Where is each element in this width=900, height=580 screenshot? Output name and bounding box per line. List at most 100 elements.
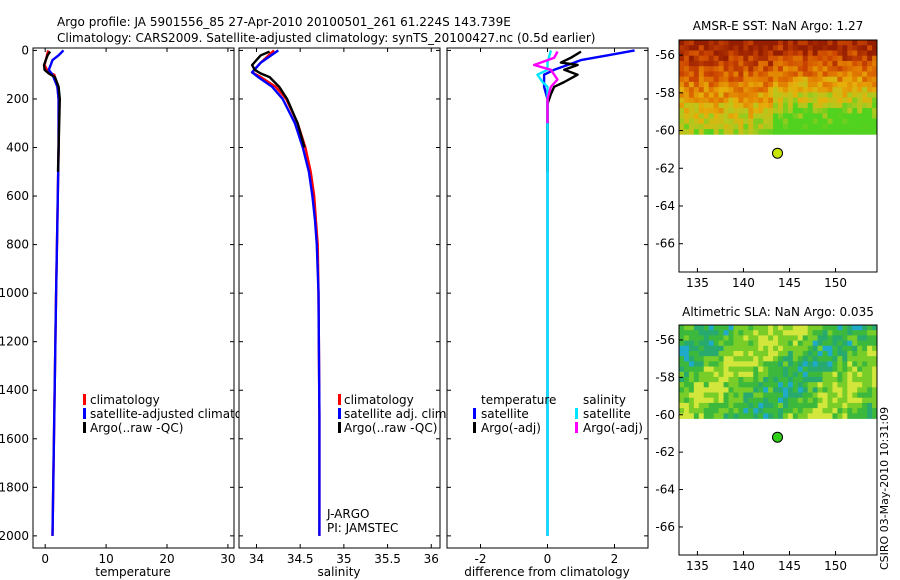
sst-map-cell — [733, 45, 739, 51]
sst-map-cell — [743, 123, 749, 130]
sla-map-cell — [787, 366, 794, 373]
sst-map-cell — [758, 60, 764, 67]
sst-map-cell — [847, 45, 853, 51]
sla-map-cell — [679, 402, 685, 409]
sst-map-cell — [792, 118, 799, 125]
sst-map-cell — [812, 113, 818, 119]
sla-map-cell — [807, 340, 814, 347]
sla-map-cell — [787, 371, 794, 378]
sst-map-cell — [723, 102, 729, 109]
sla-map-cell — [822, 382, 828, 388]
sla-map-cell — [837, 356, 843, 362]
sla-map-cell — [758, 382, 764, 388]
sla-map-cell — [698, 376, 705, 383]
sla-map-cell — [758, 366, 764, 373]
sst-map-cell — [683, 129, 690, 135]
sst-map-cell — [792, 102, 799, 109]
sla-map-cell — [753, 371, 759, 378]
sla-map-cell — [733, 413, 739, 419]
sst-map-cell — [728, 45, 734, 51]
sla-map-cell — [753, 413, 759, 419]
sst-map-cell — [827, 66, 833, 72]
sst-map-cell — [693, 60, 700, 67]
sst-map-cell — [773, 87, 779, 93]
sla-map-cell — [693, 366, 700, 373]
sla-map-cell — [862, 402, 868, 409]
sst-map-cell — [688, 102, 695, 109]
sst-map-cell — [862, 87, 868, 93]
sst-map-cell — [738, 102, 744, 109]
sla-map-cell — [797, 361, 804, 367]
sla-map-cell — [862, 325, 868, 331]
sst-map-cell — [822, 118, 828, 125]
sst-map-cell — [782, 87, 789, 93]
sla-map-cell — [698, 361, 705, 367]
sst-map-cell — [679, 97, 685, 104]
sla-map-cell — [768, 350, 774, 357]
sst-map-cell — [778, 50, 784, 57]
sst-map-cell — [698, 108, 705, 114]
sla-map-cell — [778, 325, 784, 331]
sla-map-cell — [688, 397, 695, 404]
sla-map-cell — [758, 408, 764, 414]
sla-map-cell — [797, 335, 804, 341]
sla-map-cell — [792, 402, 799, 409]
sla-map-cell — [837, 350, 843, 357]
sst-map-cell — [758, 45, 764, 51]
sst-map-cell — [743, 40, 749, 46]
sla-map-cell — [723, 325, 729, 331]
sst-map-cell — [703, 129, 710, 135]
sla-map-cell — [693, 330, 700, 336]
sst-map-cell — [862, 60, 868, 67]
sst-map-cell — [797, 87, 804, 93]
sst-map-cell — [773, 92, 779, 99]
sst-map-cell — [748, 87, 754, 93]
sst-map-cell — [812, 60, 818, 67]
sla-map-cell — [763, 335, 769, 341]
sst-map-cell — [847, 97, 853, 104]
sla-map-cell — [807, 413, 814, 419]
sst-map-cell — [797, 66, 804, 72]
sst-map-cell — [857, 60, 863, 67]
sst-map-cell — [688, 123, 695, 130]
sla-map-cell — [847, 340, 853, 347]
sst-map-heatmap — [679, 40, 878, 135]
sst-map-cell — [723, 50, 729, 57]
sst-map-cell — [842, 50, 848, 57]
sla-map-cell — [832, 408, 838, 414]
sla-map-cell — [857, 350, 863, 357]
sst-map-cell — [847, 129, 853, 135]
temperature-ytick-label: 0 — [21, 43, 29, 57]
sla-map-cell — [743, 402, 749, 409]
sla-map-cell — [847, 335, 853, 341]
sla-map-cell — [862, 413, 868, 419]
sla-map-cell — [797, 387, 804, 393]
temperature-ytick-label: 600 — [6, 189, 29, 203]
sst-map-cell — [728, 40, 734, 46]
sla-map-cell — [852, 392, 858, 399]
sla-map-cell — [792, 408, 799, 414]
sla-map-cell — [743, 371, 749, 378]
sst-map-cell — [688, 66, 695, 72]
sla-map-cell — [728, 350, 734, 357]
salinity-ticks: 34 34.5 35 35.5 36 — [239, 48, 440, 566]
sla-map-cell — [743, 382, 749, 388]
sla-map-cell — [857, 361, 863, 367]
sst-map-cell — [723, 71, 729, 78]
sla-map-cell — [713, 382, 719, 388]
sla-map-cell — [812, 397, 818, 404]
sla-map-cell — [753, 382, 759, 388]
sla-map-cell — [683, 345, 690, 352]
sla-map-cell — [857, 376, 863, 383]
sla-map-cell — [797, 376, 804, 383]
sst-map-cell — [703, 97, 710, 104]
sla-map-cell — [817, 340, 823, 347]
sla-map-cell — [723, 345, 729, 352]
sla-map-cell — [782, 402, 789, 409]
legend-swatch-satellite — [338, 408, 341, 419]
sla-map-cell — [792, 413, 799, 419]
sla-map-cell — [753, 356, 759, 362]
sla-map-cell — [728, 376, 734, 383]
sst-map-cell — [822, 87, 828, 93]
sla-map-cell — [827, 325, 833, 331]
